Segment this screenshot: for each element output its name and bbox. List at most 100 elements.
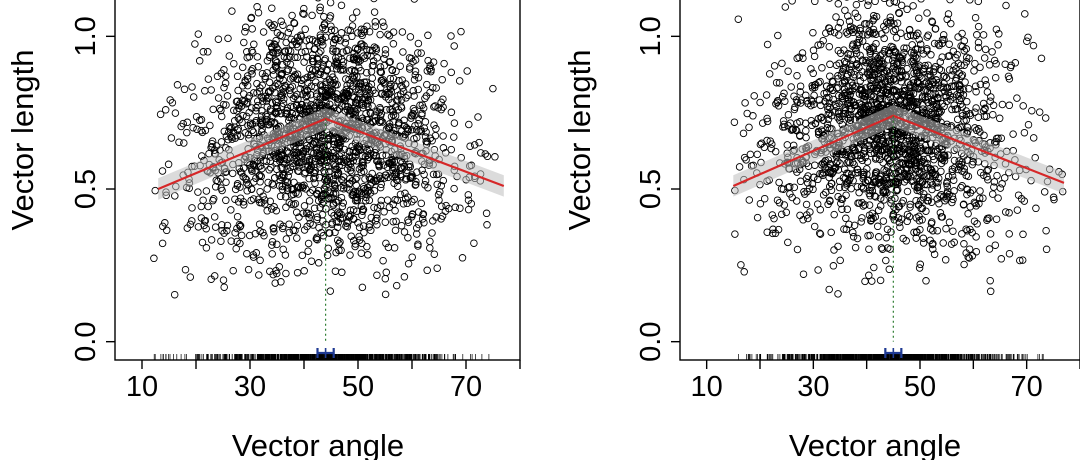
scatter-point <box>402 94 410 102</box>
scatter-point <box>778 59 786 68</box>
scatter-point <box>308 148 316 156</box>
scatter-point <box>380 22 388 31</box>
scatter-point <box>811 0 819 6</box>
scatter-point <box>876 202 885 210</box>
scatter-point <box>378 18 387 26</box>
scatter-point <box>161 106 170 114</box>
scatter-point <box>265 19 273 27</box>
scatter-point <box>337 210 345 219</box>
scatter-point <box>308 11 316 20</box>
scatter-point <box>1042 226 1050 235</box>
scatter-point <box>217 138 226 146</box>
scatter-point <box>829 262 838 270</box>
scatter-point <box>161 219 169 227</box>
scatter-point <box>974 22 983 31</box>
scatter-point <box>281 193 290 201</box>
scatter-point <box>447 145 456 154</box>
scatter-point <box>272 206 281 215</box>
scatter-point <box>300 202 309 210</box>
scatter-point <box>162 226 171 235</box>
scatter-point <box>417 199 426 208</box>
scatter-point <box>170 290 179 299</box>
scatter-point <box>201 87 209 95</box>
scatter-point <box>209 105 217 114</box>
scatter-point <box>367 226 375 235</box>
scatter-point <box>202 244 211 252</box>
scatter-point <box>277 278 285 286</box>
scatter-point <box>180 85 189 94</box>
scatter-point <box>304 239 313 248</box>
scatter-point <box>788 0 796 5</box>
scatter-point <box>363 242 371 251</box>
scatter-point <box>412 126 421 134</box>
scatter-point <box>197 126 205 135</box>
scatter-point <box>304 209 312 218</box>
scatter-point <box>207 275 215 283</box>
scatter-point <box>426 244 434 252</box>
scatter-point <box>803 179 812 187</box>
scatter-point <box>207 236 216 244</box>
scatter-point <box>958 230 966 238</box>
scatter-point <box>339 58 348 66</box>
scatter-point <box>364 251 372 259</box>
scatter-point <box>994 41 1002 49</box>
scatter-point <box>874 233 883 241</box>
scatter-point <box>939 239 947 247</box>
scatter-point <box>273 240 281 249</box>
scatter-point <box>304 247 312 255</box>
scatter-point <box>971 13 980 22</box>
scatter-point <box>451 203 460 212</box>
scatter-point <box>381 45 390 54</box>
scatter-point <box>212 176 221 185</box>
scatter-point <box>437 202 446 211</box>
scatter-point <box>199 48 208 56</box>
y-axis-title: Vector length <box>5 50 40 231</box>
scatter-point <box>248 25 256 33</box>
scatter-point <box>1020 128 1029 137</box>
scatter-point <box>762 91 771 99</box>
scatter-point <box>964 209 972 218</box>
scatter-point <box>261 72 269 81</box>
scatter-point <box>248 65 257 73</box>
scatter-point <box>354 219 362 227</box>
scatter-point <box>329 45 337 53</box>
scatter-point <box>164 160 173 169</box>
scatter-point <box>424 183 432 192</box>
scatter-point <box>958 29 966 38</box>
scatter-point <box>224 34 232 43</box>
scatter-point <box>959 201 968 209</box>
scatter-point <box>420 218 428 227</box>
scatter-point <box>221 79 230 88</box>
scatter-point <box>314 259 323 267</box>
scatter-point <box>991 241 1000 249</box>
scatter-point <box>802 126 810 135</box>
scatter-point <box>936 209 945 217</box>
scatter-point <box>909 2 917 10</box>
point-cloud <box>150 0 499 299</box>
scatter-point <box>1013 94 1021 102</box>
scatter-point <box>339 177 347 185</box>
scatter-point <box>730 118 739 126</box>
scatter-point <box>281 251 290 259</box>
scatter-point <box>268 4 276 12</box>
scatter-point <box>300 267 308 275</box>
scatter-point <box>337 29 346 37</box>
scatter-point <box>1040 188 1049 196</box>
scatter-point <box>330 26 339 35</box>
scatter-point <box>351 187 359 196</box>
scatter-point <box>195 57 204 65</box>
scatter-point <box>358 283 367 292</box>
scatter-point <box>419 210 428 218</box>
scatter-point <box>286 83 295 92</box>
scatter-point <box>949 227 957 235</box>
scatter-point <box>960 260 968 269</box>
scatter-point <box>784 67 792 75</box>
scatter-point <box>989 101 998 110</box>
scatter-point <box>358 161 366 169</box>
point-cloud <box>730 0 1067 298</box>
scatter-point <box>993 171 1001 180</box>
scatter-point <box>407 111 416 120</box>
scatter-point <box>351 44 360 53</box>
scatter-point <box>1019 230 1027 239</box>
scatter-point <box>830 246 838 254</box>
